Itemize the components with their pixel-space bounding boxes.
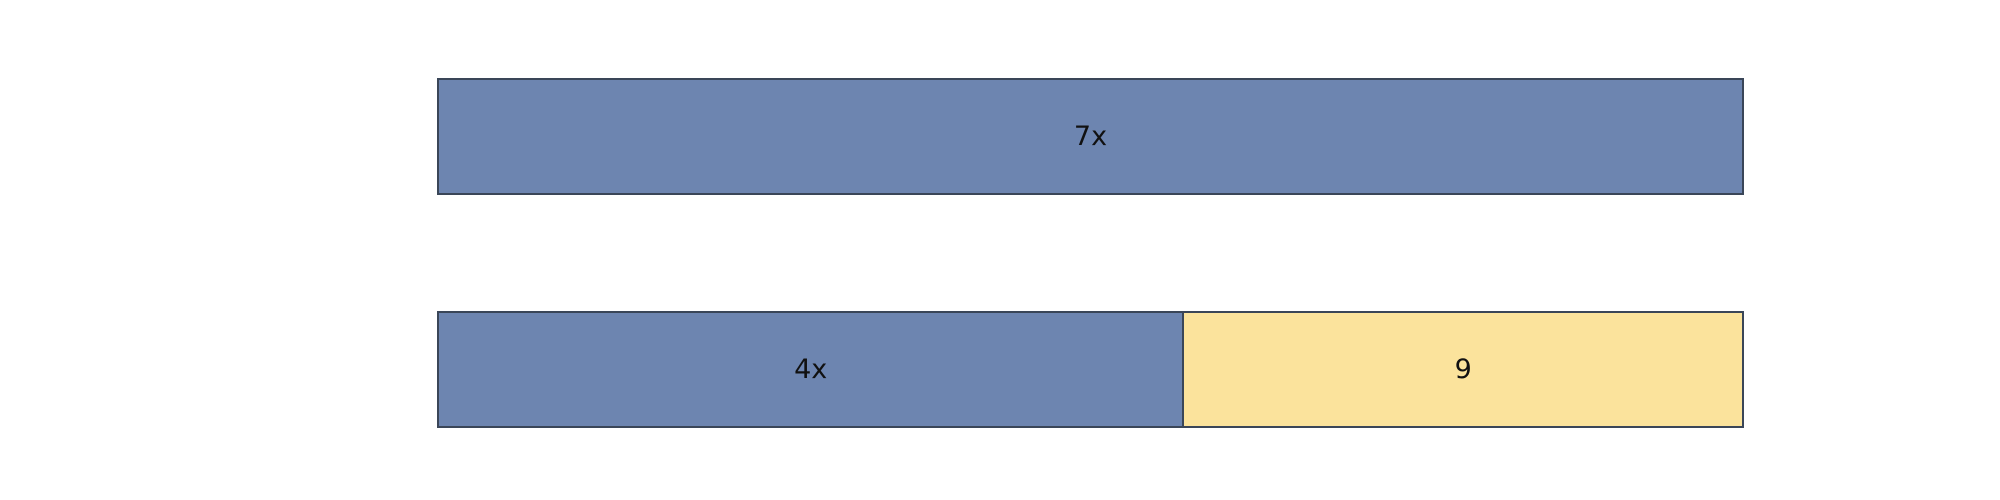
top-segment-label: 7x bbox=[1073, 121, 1108, 152]
bottom-segment-9: 9 bbox=[1184, 311, 1744, 428]
bottom-bar: 4x 9 bbox=[437, 311, 1744, 428]
bottom-segment-label-4x: 4x bbox=[794, 354, 828, 385]
bottom-segment-label-9: 9 bbox=[1454, 354, 1472, 385]
top-bar: 7x bbox=[437, 78, 1744, 195]
bottom-segment-4x: 4x bbox=[437, 311, 1185, 428]
top-segment-7x: 7x bbox=[437, 78, 1744, 195]
